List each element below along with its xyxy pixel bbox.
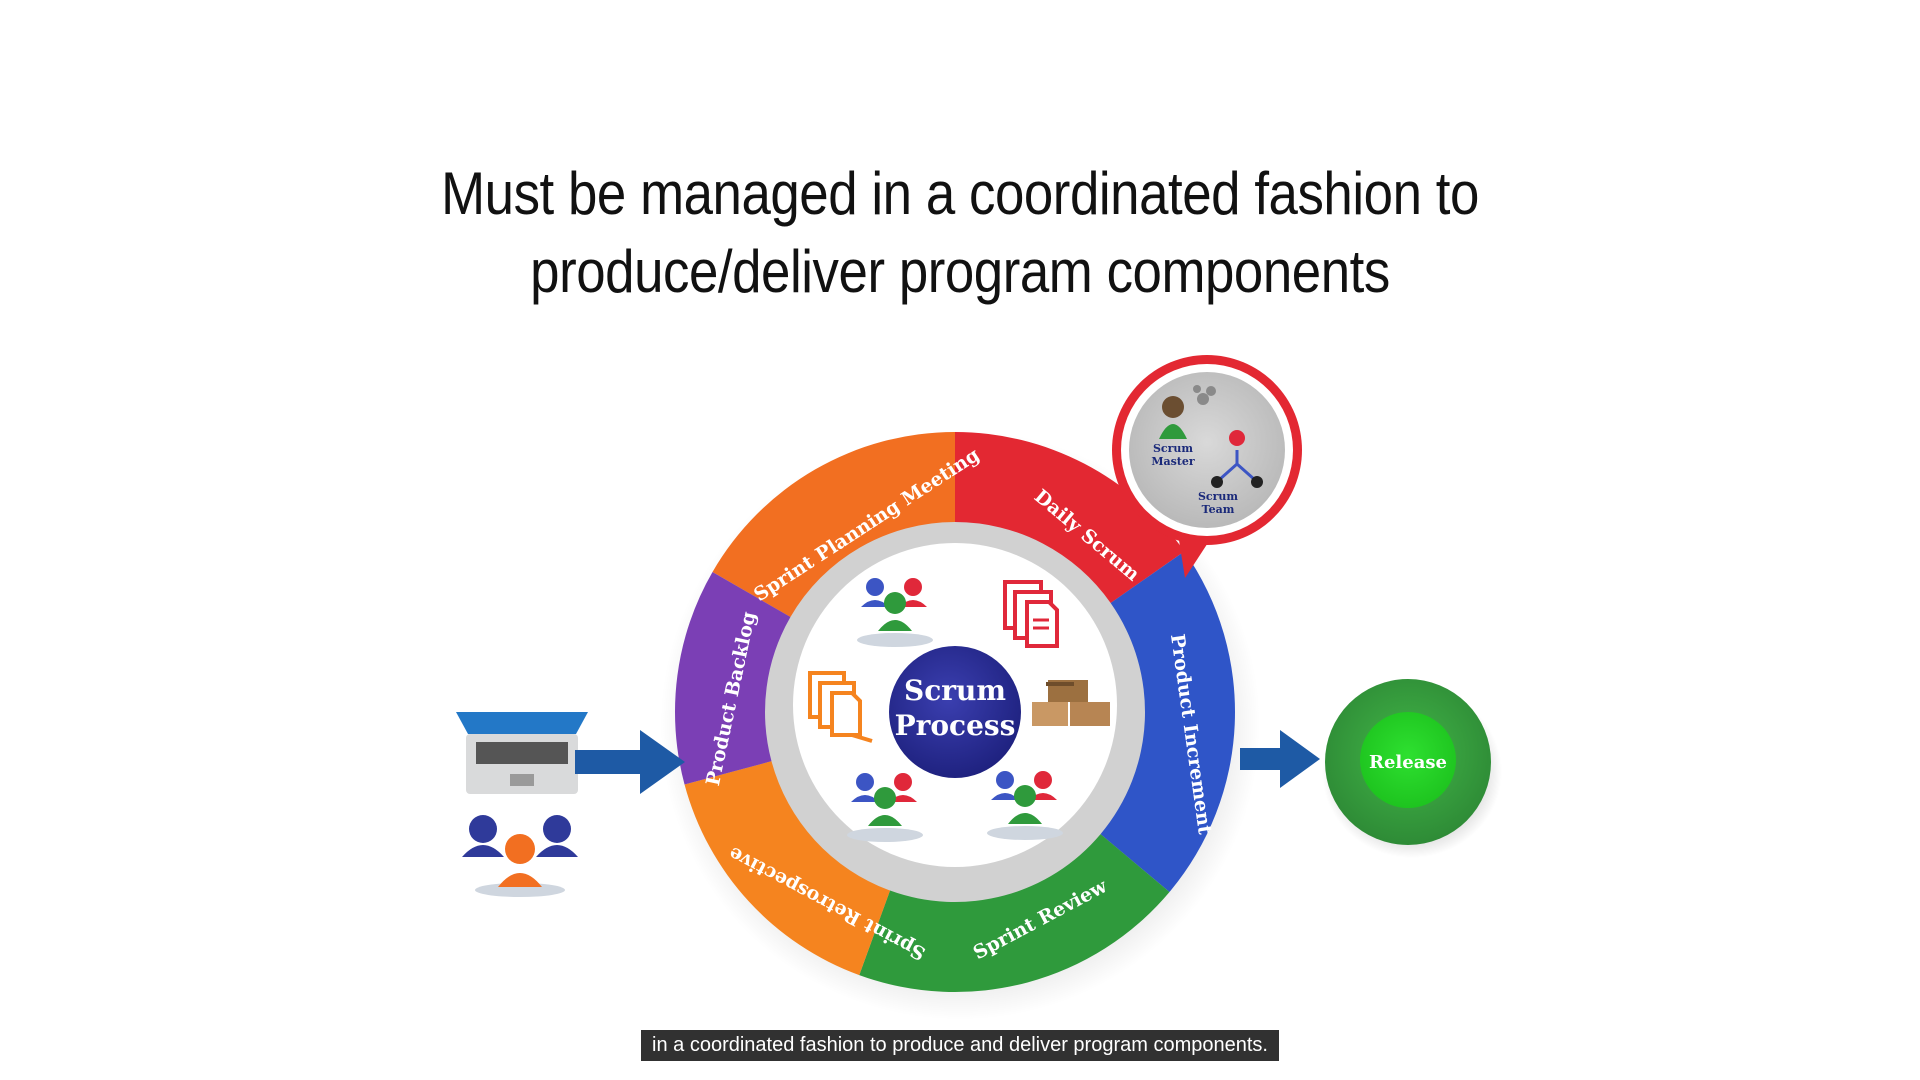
title-line-2: produce/deliver program components [530, 238, 1390, 305]
slide-title: Must be managed in a coordinated fashion… [115, 155, 1805, 311]
laptop-icon [456, 712, 588, 794]
ring-segment-product-backlog [675, 572, 791, 785]
ring-segment-sprint-planning-meeting [712, 432, 955, 617]
scrum-team-label-line2: Team [1202, 503, 1235, 516]
ring-segment-sprint-review [859, 834, 1170, 992]
scrum-master-label-line2: Master [1151, 455, 1195, 468]
center-circle [889, 646, 1021, 778]
scrum-master-label-line1: Scrum [1153, 442, 1193, 455]
scrum-team-icon [1211, 430, 1263, 488]
people-group-icon [857, 578, 933, 647]
release-inner-circle [1360, 712, 1456, 808]
documents-icon [1003, 580, 1059, 648]
boxes-icon [1032, 680, 1110, 726]
people-group-icon [987, 771, 1063, 840]
ring-segment-daily-scrum [955, 432, 1185, 604]
scrum-team-label-line1: Scrum [1198, 490, 1238, 503]
documents-icon [808, 671, 873, 743]
arrow-into-backlog [575, 730, 685, 794]
people-group-icon [847, 773, 923, 842]
ring-segment-product-increment [1100, 551, 1235, 892]
caption-bar: in a coordinated fashion to produce and … [0, 1030, 1920, 1061]
caption-text: in a coordinated fashion to produce and … [641, 1030, 1279, 1061]
title-line-1: Must be managed in a coordinated fashion… [441, 160, 1479, 227]
scrum-ring [675, 432, 1235, 992]
center-label-line1: Scrum [904, 674, 1006, 707]
ring-segment-sprint-retrospective [684, 761, 891, 976]
scrum-master-icon [1159, 385, 1216, 439]
arrow-to-release [1240, 730, 1320, 788]
team-people-icon [462, 815, 578, 897]
center-label-line2: Process [895, 709, 1016, 742]
release-label: Release [1369, 752, 1447, 773]
